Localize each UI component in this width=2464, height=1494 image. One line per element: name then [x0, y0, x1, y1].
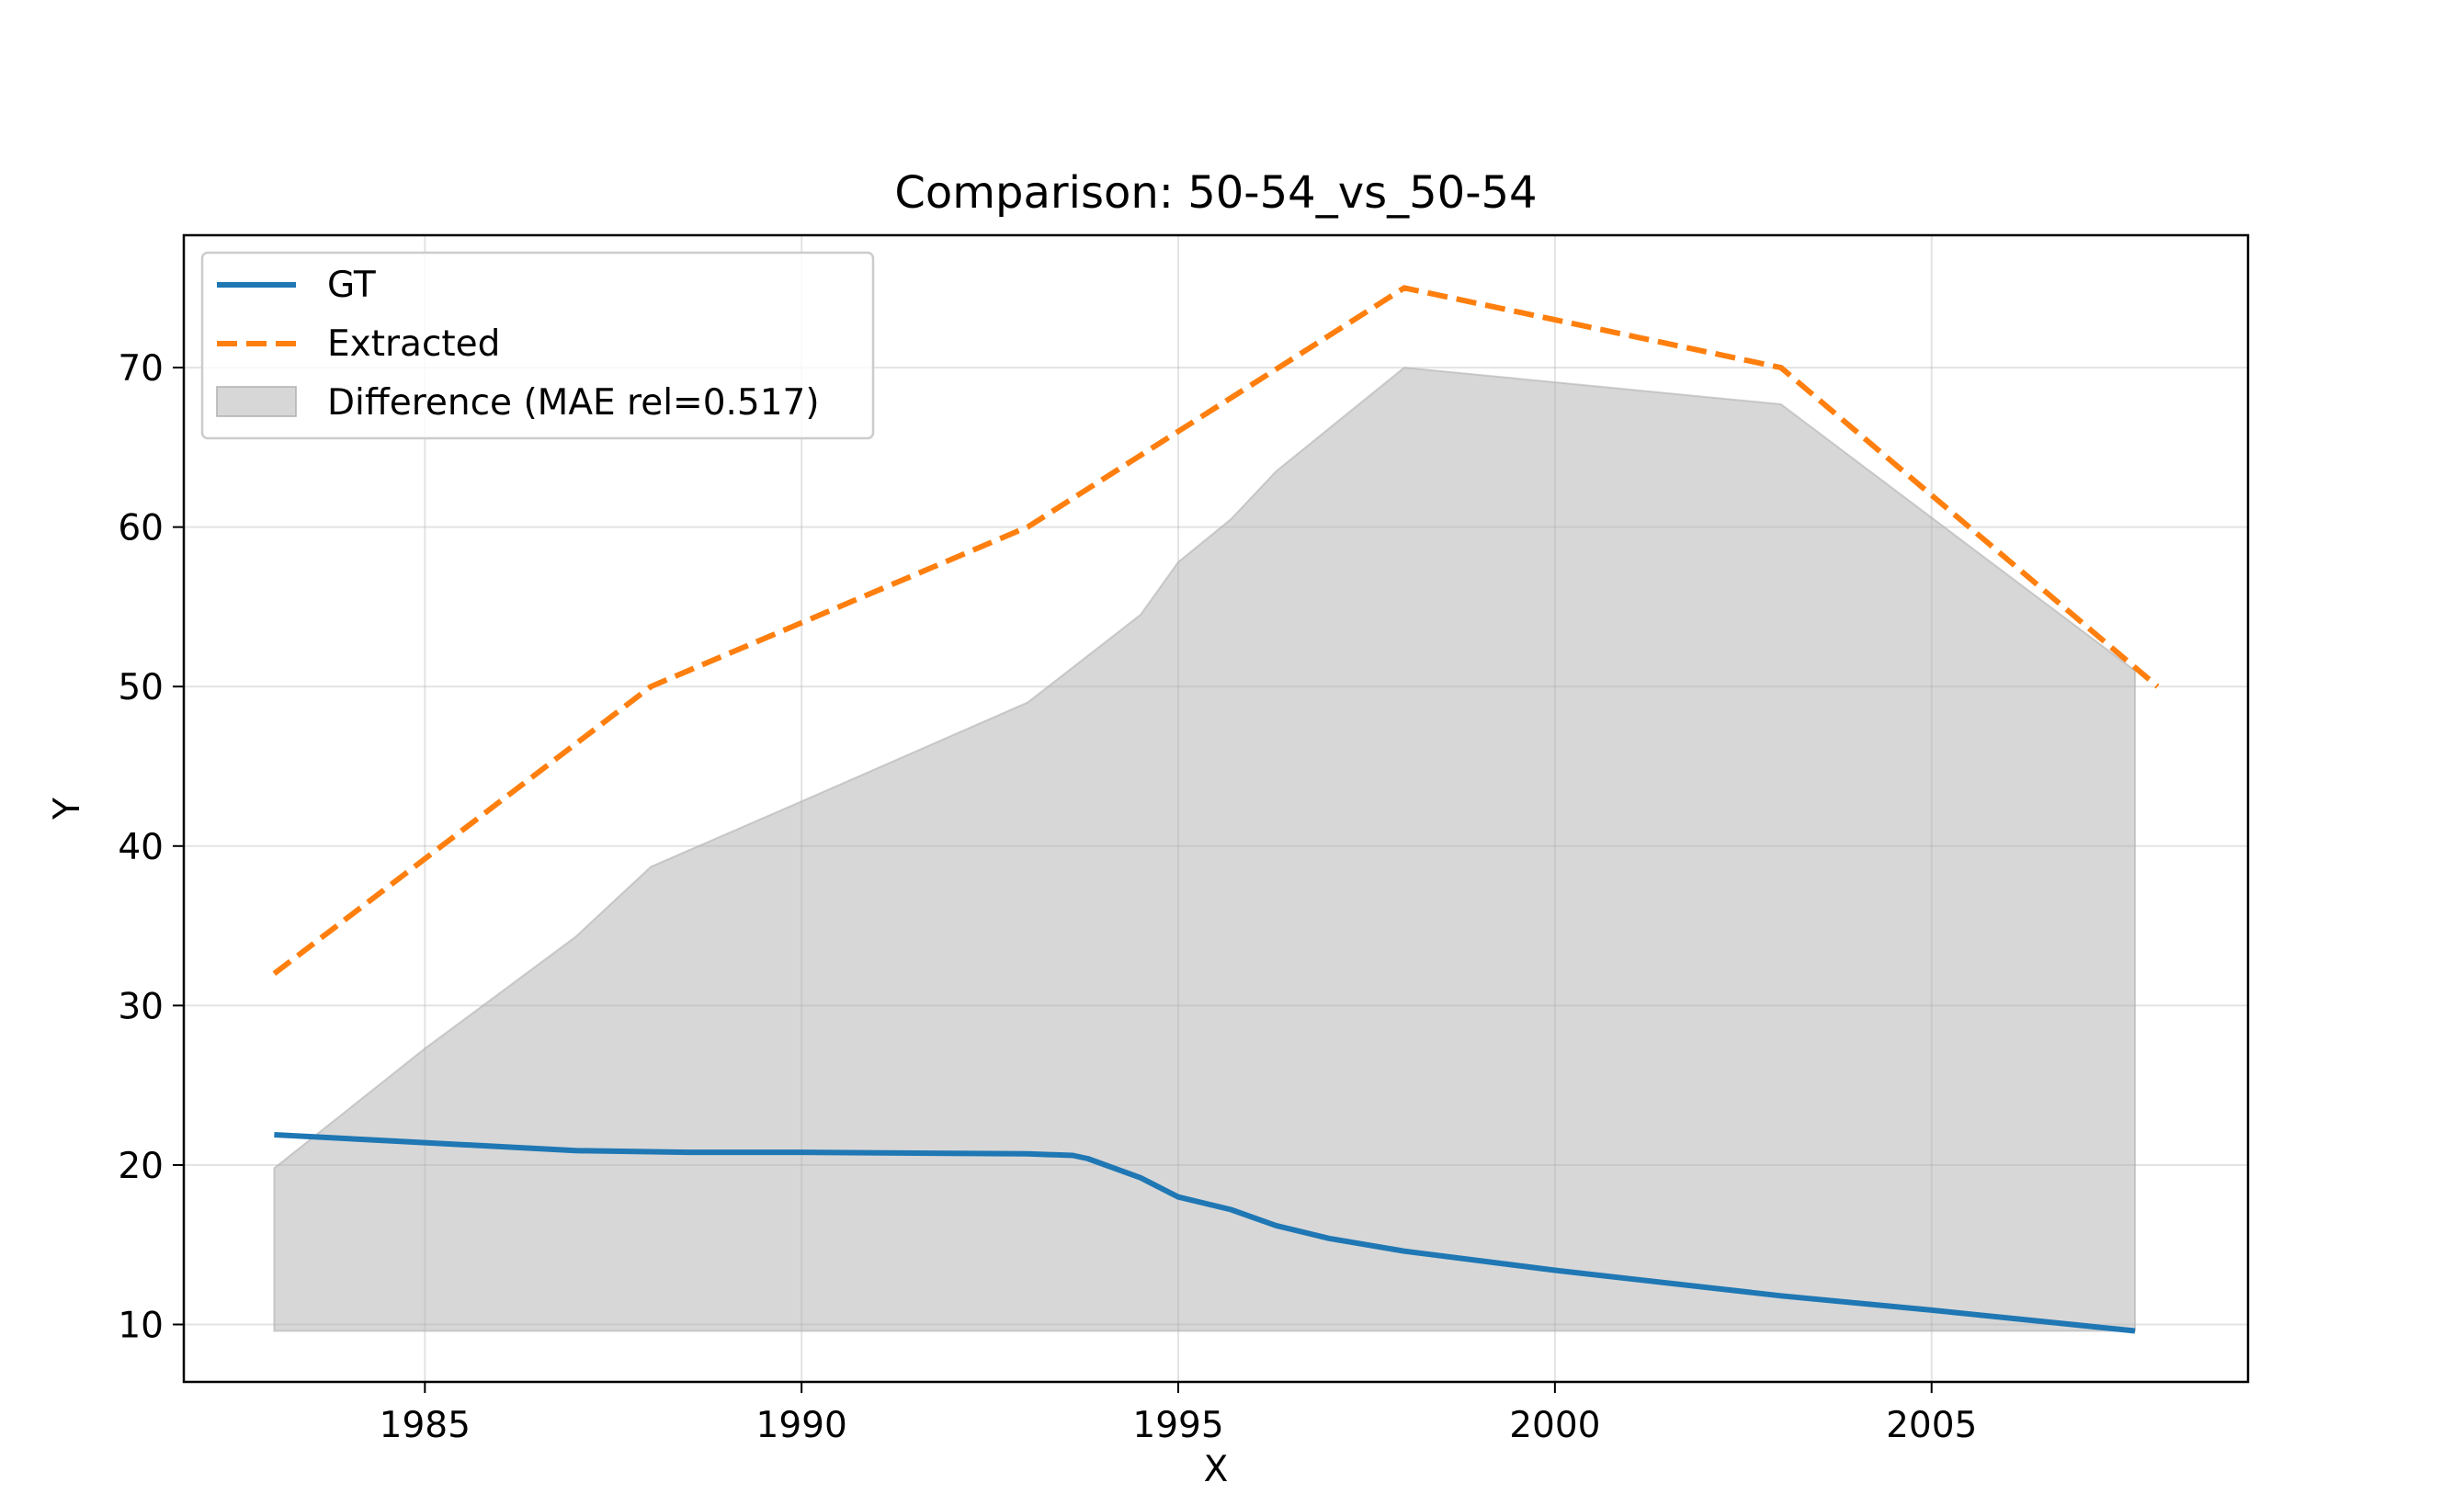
- legend-extracted-label: Extracted: [327, 323, 500, 365]
- legend-difference-swatch: [216, 386, 297, 417]
- y-axis-label: Y: [47, 798, 88, 821]
- extracted-series-line: [272, 285, 2160, 976]
- x-axis-ticks: 1985 1990 1995 2000 2005: [380, 1382, 1977, 1446]
- y-axis-ticks: 10 20 30 40 50 60 70: [118, 348, 184, 1347]
- chart-title: Comparison: 50-54_vs_50-54: [894, 167, 1537, 219]
- y-tick-label: 60: [118, 508, 164, 549]
- y-tick-label: 10: [118, 1306, 164, 1347]
- legend: GT Extracted Difference (MAE rel=0.517): [200, 251, 875, 440]
- x-tick-label: 1985: [380, 1405, 471, 1446]
- legend-gt-label: GT: [327, 265, 376, 306]
- x-axis-label: X: [1204, 1449, 1229, 1489]
- legend-box: [200, 251, 875, 440]
- plot-frame: [182, 233, 2250, 1384]
- gt-series-line: [274, 1132, 2136, 1334]
- x-tick-label: 1995: [1132, 1405, 1223, 1446]
- legend-difference-label: Difference (MAE rel=0.517): [327, 382, 820, 424]
- y-tick-label: 20: [118, 1146, 164, 1187]
- y-tick-label: 50: [118, 667, 164, 708]
- y-tick-label: 40: [118, 827, 164, 868]
- x-tick-label: 2000: [1509, 1405, 1600, 1446]
- y-tick-label: 30: [118, 986, 164, 1027]
- x-tick-label: 1990: [756, 1405, 847, 1446]
- y-tick-label: 70: [118, 348, 164, 390]
- series-layer: [272, 285, 2160, 1334]
- x-tick-label: 2005: [1886, 1405, 1977, 1446]
